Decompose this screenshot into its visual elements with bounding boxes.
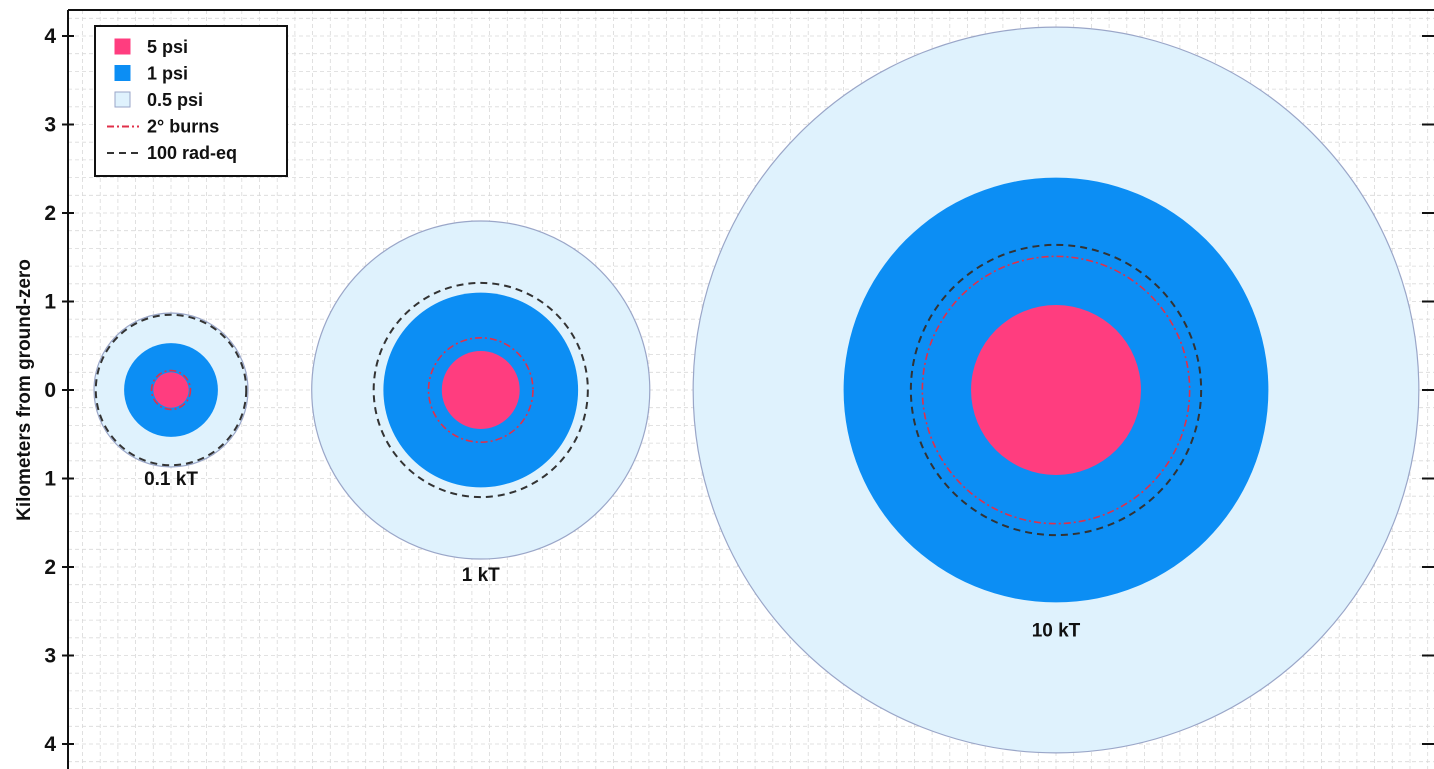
legend-label: 2° burns <box>147 117 219 137</box>
legend-label: 100 rad-eq <box>147 143 237 163</box>
y-tick-label: 3 <box>44 645 56 668</box>
y-tick-label: 2 <box>44 202 56 225</box>
legend-label: 5 psi <box>147 37 188 57</box>
y-tick-label: 4 <box>44 733 56 756</box>
psi5-ring <box>153 372 189 408</box>
y-tick-label: 1 <box>44 291 56 314</box>
y-tick-label: 2 <box>44 556 56 579</box>
blast-rings <box>93 26 1420 754</box>
burns-ring <box>150 369 192 411</box>
blast-group <box>93 312 249 468</box>
blast-group <box>311 220 651 560</box>
yield-labels: 0.1 kT 1 kT 10 kT <box>144 469 1081 642</box>
burns-ring <box>427 336 534 444</box>
y-axis: 4 3 2 1 0 1 2 3 4 <box>44 9 1434 769</box>
y-tick-label: 4 <box>44 25 56 48</box>
y-tick-label: 3 <box>44 114 56 137</box>
yield-label: 10 kT <box>1032 621 1081 642</box>
rad-ring <box>372 281 589 499</box>
rad-ring <box>909 243 1203 537</box>
legend-swatch <box>114 91 131 108</box>
yield-label: 0.1 kT <box>144 469 198 490</box>
legend-swatch <box>114 65 131 81</box>
rad-ring <box>94 313 248 467</box>
y-axis-title: Kilometers from ground-zero <box>14 259 35 521</box>
psi5-ring <box>441 351 520 429</box>
legend-swatch <box>114 38 131 55</box>
legend-label: 1 psi <box>147 64 188 84</box>
y-tick-label: 0 <box>44 379 56 402</box>
legend-label: 0.5 psi <box>147 90 203 110</box>
legend: 5 psi 1 psi 0.5 psi 2° burns 100 rad-eq <box>94 25 288 177</box>
burns-ring <box>921 255 1191 525</box>
psi5-ring <box>971 305 1141 475</box>
yield-label: 1 kT <box>462 565 500 586</box>
y-tick-label: 1 <box>44 468 56 491</box>
blast-group <box>692 26 1420 754</box>
